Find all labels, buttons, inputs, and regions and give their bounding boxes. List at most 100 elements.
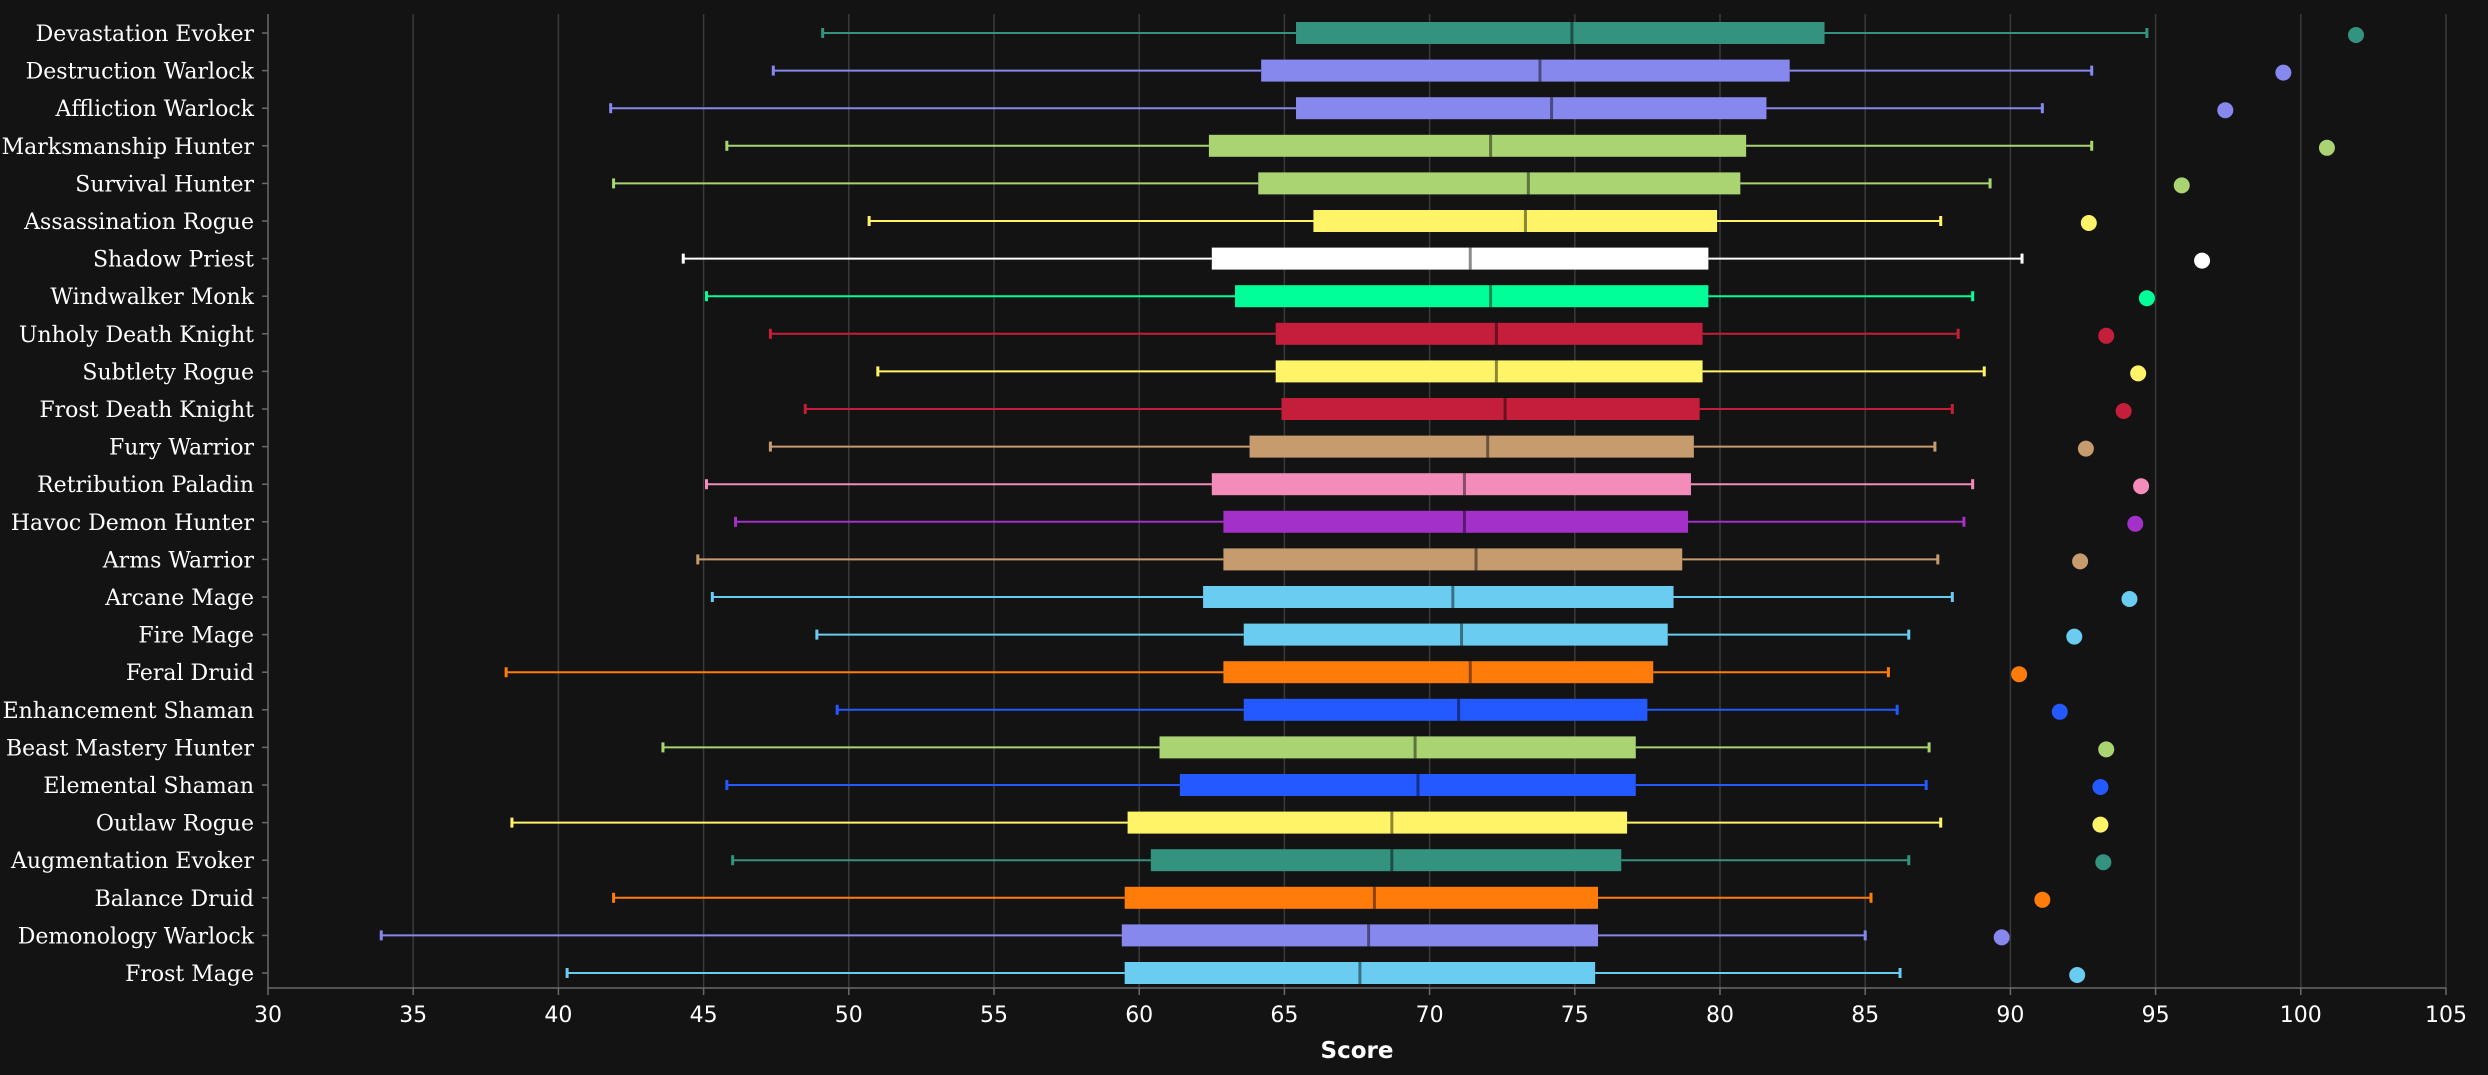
category-label: Augmentation Evoker	[10, 849, 255, 874]
box-row: Demonology Warlock	[18, 924, 2010, 949]
box-iqr	[1249, 435, 1694, 458]
box-row: Arcane Mage	[104, 586, 2138, 611]
box-iqr	[1296, 97, 1767, 120]
box-row: Augmentation Evoker	[10, 849, 2112, 874]
x-tick-label: 85	[1851, 1003, 1879, 1028]
category-label: Enhancement Shaman	[3, 699, 254, 724]
category-label: Arms Warrior	[102, 548, 255, 573]
category-label: Arcane Mage	[104, 586, 254, 611]
outlier-point	[2194, 252, 2211, 269]
category-label: Fury Warrior	[109, 436, 255, 461]
outlier-point	[2034, 891, 2051, 908]
box-iqr	[1223, 548, 1683, 571]
x-tick-label: 60	[1125, 1003, 1153, 1028]
category-label: Unholy Death Knight	[19, 323, 254, 348]
category-label: Windwalker Monk	[50, 285, 254, 310]
category-label: Demonology Warlock	[18, 924, 255, 949]
box-iqr	[1243, 698, 1648, 721]
category-label: Havoc Demon Hunter	[11, 511, 255, 536]
box-row: Shadow Priest	[93, 247, 2211, 273]
outlier-point	[2121, 591, 2138, 607]
category-label: Beast Mastery Hunter	[6, 736, 255, 761]
outlier-point	[2069, 967, 2086, 983]
box-row: Fury Warrior	[109, 435, 2094, 461]
x-tick-label: 30	[254, 1003, 282, 1028]
box-iqr	[1223, 661, 1654, 684]
outlier-point	[2347, 27, 2364, 43]
x-tick-label: 105	[2425, 1003, 2467, 1028]
box-iqr	[1275, 322, 1703, 345]
box-iqr	[1208, 134, 1747, 157]
box-row: Arms Warrior	[102, 548, 2089, 573]
box-iqr	[1313, 210, 1718, 232]
box-row: Outlaw Rogue	[96, 811, 2109, 837]
outlier-point	[2133, 478, 2150, 495]
category-label: Elemental Shaman	[43, 774, 254, 799]
box-row: Retribution Paladin	[37, 473, 2150, 498]
box-iqr	[1124, 962, 1596, 984]
outlier-point	[2130, 365, 2147, 382]
x-tick-label: 100	[2280, 1003, 2322, 1028]
box-row: Unholy Death Knight	[19, 322, 2115, 348]
outlier-point	[2072, 553, 2089, 570]
category-label: Balance Druid	[95, 887, 254, 912]
grid-layer	[412, 14, 2447, 988]
box-iqr	[1235, 285, 1709, 308]
box-row: Frost Mage	[125, 962, 2086, 987]
box-iqr	[1127, 811, 1628, 834]
outlier-point	[2077, 440, 2094, 457]
outlier-point	[2066, 628, 2083, 645]
box-iqr	[1203, 586, 1674, 608]
x-tick-label: 70	[1416, 1003, 1444, 1028]
box-row: Frost Death Knight	[39, 398, 2132, 423]
box-row: Affliction Warlock	[55, 97, 2234, 122]
box-iqr	[1211, 473, 1691, 496]
outlier-point	[2173, 177, 2190, 194]
outlier-point	[2095, 854, 2112, 871]
category-label: Assassination Rogue	[23, 210, 254, 235]
category-label: Feral Druid	[126, 661, 254, 686]
x-tick-label: 55	[980, 1003, 1008, 1028]
box-iqr	[1258, 172, 1741, 195]
box-iqr	[1243, 623, 1668, 646]
box-row: Feral Druid	[126, 661, 2028, 686]
box-row: Marksmanship Hunter	[2, 134, 2335, 160]
x-tick-label: 90	[1996, 1003, 2024, 1028]
category-label: Fire Mage	[138, 624, 254, 649]
outlier-point	[2115, 403, 2132, 419]
x-tick-label: 45	[690, 1003, 718, 1028]
box-iqr	[1121, 924, 1599, 947]
x-tick-label: 50	[835, 1003, 863, 1028]
box-row: Fire Mage	[138, 623, 2083, 649]
box-iqr	[1124, 886, 1599, 909]
outlier-point	[2275, 64, 2292, 81]
box-iqr	[1179, 774, 1636, 796]
box-row: Subtlety Rogue	[82, 360, 2147, 385]
outlier-point	[2092, 779, 2109, 795]
x-tick-label: 80	[1706, 1003, 1734, 1028]
x-tick-label: 75	[1561, 1003, 1589, 1028]
box-row: Destruction Warlock	[26, 59, 2292, 85]
category-label: Destruction Warlock	[26, 60, 255, 85]
box-iqr	[1296, 22, 1825, 44]
box-row: Elemental Shaman	[43, 774, 2109, 799]
category-label: Frost Mage	[125, 962, 254, 987]
category-label: Devastation Evoker	[36, 22, 255, 47]
box-iqr	[1159, 736, 1636, 759]
box-iqr	[1275, 360, 1703, 383]
x-tick-label: 40	[544, 1003, 572, 1028]
category-label: Frost Death Knight	[39, 398, 254, 423]
box-row: Windwalker Monk	[50, 285, 2155, 310]
outlier-point	[1993, 929, 2010, 946]
category-label: Affliction Warlock	[55, 97, 255, 122]
outlier-point	[2217, 102, 2234, 119]
box-row: Enhancement Shaman	[3, 698, 2068, 724]
category-label: Outlaw Rogue	[96, 812, 254, 837]
x-axis-title: Score	[1321, 1038, 1394, 1064]
outlier-point	[2138, 290, 2155, 307]
outlier-point	[2080, 215, 2097, 231]
axis-layer: 30 35 40 45 50 55 60 65 70 75 80 85 90 95 100 105	[254, 14, 2467, 1028]
box-iqr	[1261, 59, 1790, 82]
box-iqr	[1150, 849, 1622, 872]
